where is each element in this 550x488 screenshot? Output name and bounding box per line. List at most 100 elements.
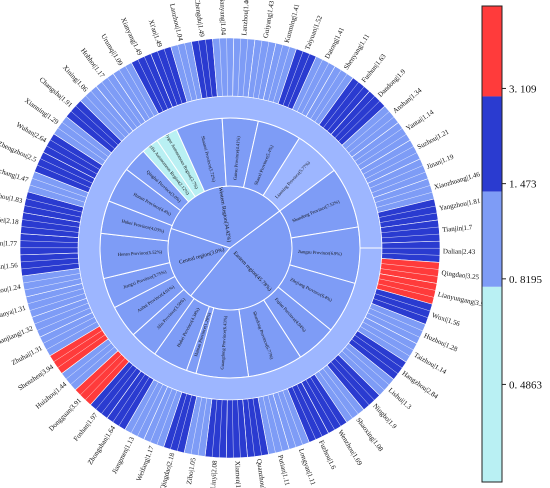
city-label-ningbo-1-9: Ningbo|1.9 (371, 402, 398, 431)
city-strand (101, 367, 137, 415)
city-label-dalian-2-43: Dalian|2.43 (443, 247, 476, 256)
city-strand (362, 321, 414, 351)
city-strand (345, 346, 390, 386)
city-strand (362, 146, 414, 175)
city-strand (377, 283, 435, 298)
city-label-changchun-1-56: Changchun|1.56 (0, 261, 19, 273)
city-strand (327, 86, 365, 132)
city-label-weifang-1-17: Weifang|1.17 (135, 444, 156, 482)
city-strand (85, 357, 126, 401)
city-label-xi-an-1-49: Xi'an|1.49 (147, 19, 164, 49)
city-strand (374, 293, 431, 312)
city-strand (90, 90, 130, 135)
city-strand (21, 263, 79, 270)
city-label-taizhou-1-14: Taizhou|1.14 (413, 351, 449, 376)
city-strand (46, 145, 98, 175)
city-label-xianyang-1-49: Xianyang|1.49 (119, 16, 144, 57)
city-label-changsha-1-91: Changsha|1.91 (38, 76, 75, 110)
colorbar: 3. 109 1. 473 0. 8195 0. 4863 (481, 5, 543, 483)
city-strand (354, 128, 403, 162)
city-label-huizhou-1-44: Huizhou|1.44 (34, 380, 69, 411)
city-label-qingdao-2-18: Qingdao|2.18 (159, 452, 177, 488)
city-label-putian-1-11: Putian|1.11 (276, 454, 291, 487)
city-strand (268, 44, 284, 101)
city-strand (85, 95, 126, 138)
city-strand (318, 371, 353, 419)
city-strand (252, 40, 263, 98)
city-strand (156, 390, 178, 445)
city-strand (46, 321, 98, 350)
city-label-nanchang-1-47: Nanchang|1.47 (0, 163, 30, 184)
city-strand (198, 40, 208, 98)
city-strand (334, 95, 375, 139)
city-label-lanzhou-1-46: Lanzhou|1.46 (240, 0, 251, 36)
colorbar-band-0 (482, 6, 502, 97)
city-strand (267, 395, 283, 452)
city-strand (357, 133, 407, 166)
city-label-hangzhou-2-84: Hangzhou|2.84 (400, 369, 439, 401)
city-strand (31, 178, 87, 198)
city-strand (21, 226, 79, 233)
city-label-anshan-1-34: Anshan|1.34 (391, 86, 423, 115)
city-strand (351, 338, 399, 375)
city-strand (371, 171, 426, 194)
city-strand (112, 374, 146, 423)
city-label-mianyang-1-04: Mianyang|1.04 (218, 0, 227, 36)
city-strand (197, 398, 208, 456)
city-strand (101, 81, 138, 128)
city-strand (282, 390, 303, 446)
city-label-fuzhou-1-6: Fuzhou|1.6 (317, 439, 338, 471)
city-strand (282, 51, 304, 106)
city-strand (70, 346, 115, 385)
city-label-dandong-1-9: Dandong|1.9 (376, 67, 407, 98)
city-strand (341, 350, 385, 391)
city-strand (237, 399, 241, 458)
colorbar-tick-label-0: 3. 109 (509, 83, 537, 95)
city-label-zhanjiang-1-32: Zhanjiang|1.32 (0, 324, 35, 347)
city-label-kunming-1-41: Kunming|1.41 (283, 3, 302, 44)
city-strand (150, 388, 173, 443)
city-strand (381, 233, 440, 239)
city-strand (277, 392, 297, 448)
city-strand (296, 59, 323, 112)
city-strand (36, 307, 91, 331)
city-strand (61, 121, 109, 158)
city-label-zibo-1-05: Zibo|1.05 (185, 457, 198, 485)
city-label-jiangmen-1-13: Jiangmen|1.13 (110, 435, 136, 475)
city-strand (118, 69, 150, 120)
colorbar-tick-label-2: 0. 8195 (509, 274, 543, 286)
sunburst-rings: Eastern region(45.78%)Central region(3.0… (0, 0, 489, 488)
city-label-shenyang-1-11: Shenyang|1.11 (342, 32, 371, 71)
city-strand (176, 395, 192, 452)
city-strand (177, 44, 193, 101)
city-label-hefei-2-18: Hefei|2.18 (0, 215, 20, 226)
city-strand (218, 399, 223, 458)
city-strand (57, 127, 106, 162)
province-label-18: Gansu Province(4.41%) (232, 136, 241, 181)
city-label-xiaozhuang-1-46: Xiaozhuang|1.46 (433, 170, 481, 191)
city-strand (296, 384, 323, 437)
city-label-suzhou-1-21: Suzhou|1.21 (416, 128, 451, 152)
city-strand (378, 205, 436, 218)
colorbar-frame (481, 5, 503, 483)
city-strand (137, 59, 164, 112)
city-label-wuxi-1-56: Wuxi|1.56 (431, 311, 461, 328)
city-label-shenzhen-3-94: Shenzhen|3.94 (17, 363, 56, 393)
city-label-huzhou-1-28: Huzhou|1.28 (423, 331, 459, 353)
city-label-qingdao-3-25: Qingdao|3.25 (441, 269, 480, 281)
city-strand (29, 184, 86, 203)
city-label-tianjin-1-7: Tianjin|1.7 (442, 223, 473, 234)
city-strand (25, 198, 83, 213)
city-label-xiamen-1-85: Xiamen|1.85 (233, 461, 242, 488)
city-strand (75, 105, 119, 146)
city-label-linyi-2-08: Linyi|2.08 (209, 460, 219, 488)
city-strand (373, 298, 429, 318)
city-label-sanya-1-31: Sanya|1.31 (0, 304, 27, 320)
city-strand (130, 381, 159, 434)
city-strand (170, 393, 187, 450)
city-label-zhuhai-1-31: Zhuhai|1.31 (10, 344, 44, 367)
city-label-hohhot-1-17: Hohhot|1.17 (79, 47, 106, 80)
city-strand (323, 81, 359, 129)
city-strand (190, 397, 202, 455)
